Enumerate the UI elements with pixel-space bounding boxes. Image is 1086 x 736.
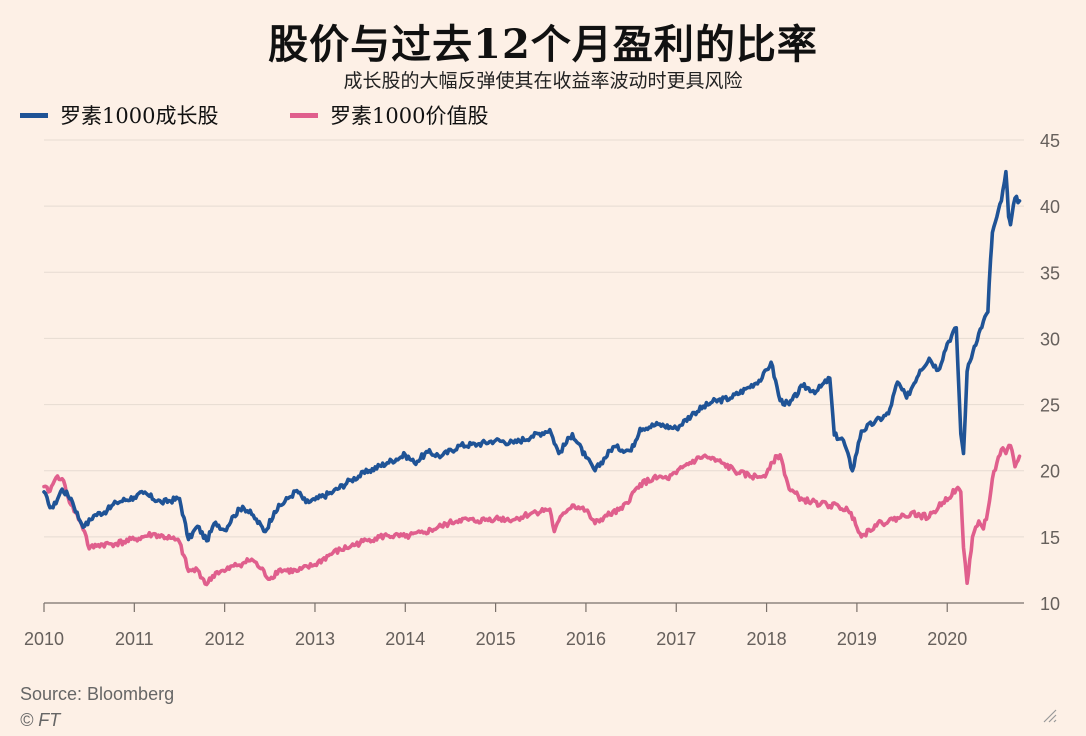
x-tick-label: 2012	[205, 629, 245, 649]
copyright-note: © FT	[20, 710, 61, 730]
x-tick-label: 2010	[24, 629, 64, 649]
y-tick-label: 20	[1040, 462, 1060, 482]
chart-subtitle: 成长股的大幅反弹使其在收益率波动时更具风险	[343, 70, 743, 92]
gridlines	[44, 139, 1024, 538]
y-tick-label: 40	[1040, 197, 1060, 217]
series-lines	[42, 169, 1022, 587]
resize-grip-icon	[1043, 709, 1057, 723]
axes	[43, 602, 1024, 612]
legend-label-growth: 罗素1000成长股	[60, 104, 219, 128]
x-tick-label: 2015	[476, 629, 516, 649]
x-tick-label: 2014	[385, 629, 425, 649]
series-line-value	[42, 443, 1022, 587]
legend-item-growth: 罗素1000成长股	[20, 102, 218, 128]
x-tick-label: 2017	[656, 629, 696, 649]
y-tick-label: 10	[1040, 594, 1060, 614]
y-tick-label: 45	[1040, 131, 1060, 151]
legend-swatch-growth	[20, 112, 48, 118]
x-tick-label: 2011	[115, 629, 154, 649]
y-tick-label: 35	[1040, 263, 1060, 283]
chart-title: 股价与过去12个月盈利的比率	[268, 21, 818, 68]
y-tick-label: 25	[1040, 396, 1060, 416]
legend-item-value: 罗素1000价值股	[290, 102, 488, 128]
y-tick-label: 30	[1040, 329, 1060, 349]
source-note: Source: Bloomberg	[20, 684, 175, 704]
tick-labels: 10 15 20 25 30 35 40 45 2010 2011 2012 2013 2014 2015…	[24, 131, 1060, 649]
x-tick-label: 2013	[295, 629, 335, 649]
x-tick-label: 2020	[927, 629, 967, 649]
legend-swatch-value	[290, 112, 318, 118]
x-tick-label: 2019	[837, 629, 877, 649]
x-tick-label: 2016	[566, 629, 606, 649]
series-line-growth	[42, 169, 1022, 543]
y-tick-label: 15	[1040, 528, 1060, 548]
legend-label-value: 罗素1000价值股	[330, 104, 489, 128]
x-tick-label: 2018	[747, 629, 787, 649]
